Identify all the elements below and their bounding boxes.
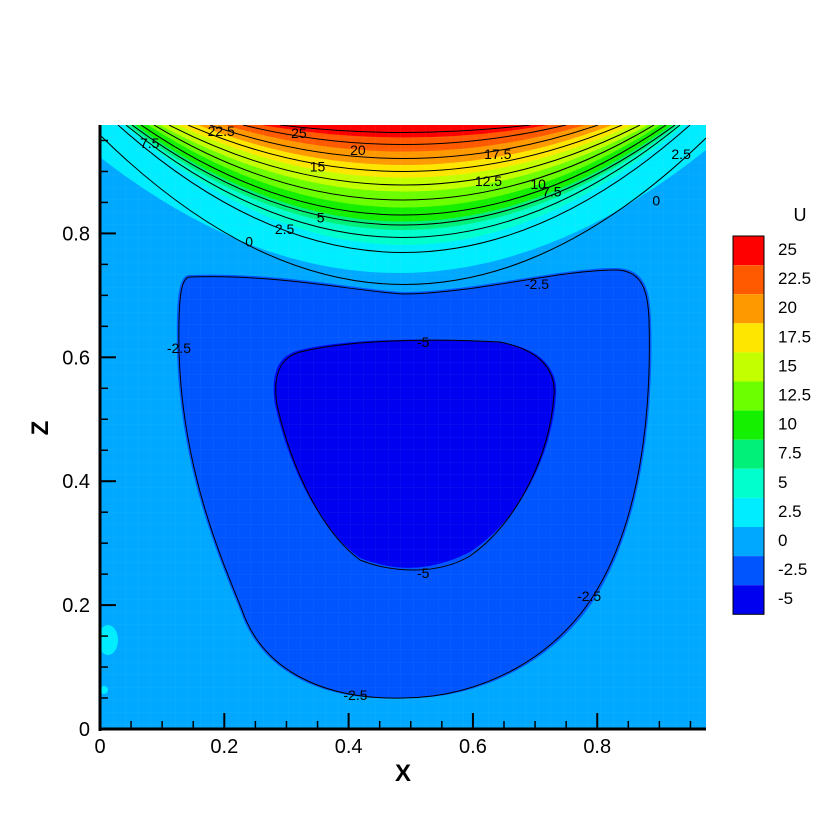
contour-lines: [101, 125, 706, 699]
legend-swatch: [733, 527, 764, 557]
legend-label: 7.5: [778, 444, 802, 463]
contour-line-minus-5: [275, 339, 555, 571]
contour-label: 25: [291, 125, 307, 141]
contour-line-17.5: [187, 125, 623, 172]
contour-label: -2.5: [577, 588, 601, 604]
x-ticks: 0 0.2 0.4 0.6 0.8: [94, 713, 692, 758]
legend-swatch: [733, 497, 764, 527]
contour-label: 17.5: [484, 146, 511, 162]
x-tick-label: 0.6: [459, 736, 487, 758]
x-axis-title: X: [395, 760, 411, 787]
x-tick-label: 0.2: [210, 736, 238, 758]
contour-label: 2.5: [275, 221, 295, 237]
contour-label: -5: [417, 565, 430, 581]
y-tick-label: 0.6: [62, 347, 90, 369]
contour-label: -2.5: [167, 340, 191, 356]
contour-label: -5: [417, 334, 430, 350]
contour-line-12.5: [153, 125, 655, 201]
legend-swatches: 25 22.5 20 17.5 15 12.5 10 7.5 5 2.5 0 -2.5 -5: [732, 235, 811, 615]
contour-line-7.5: [131, 125, 676, 226]
y-tick-label: 0: [79, 719, 90, 741]
contour-label: 7.5: [542, 183, 562, 199]
contour-line-25: [279, 125, 531, 133]
contour-label: 20: [350, 142, 366, 158]
legend: U 25 22.5 20 17.5 15 12.5 10 7.5 5 2.5 0 -2.5 -5: [732, 205, 811, 615]
contour-label: -2.5: [525, 276, 549, 292]
contour-label: 22.5: [208, 123, 235, 139]
contour-label: 2.5: [671, 146, 691, 162]
contour-line-15: [168, 125, 641, 186]
axes: [98, 125, 706, 731]
plot-area: [101, 125, 706, 729]
contour-label: 7.5: [140, 135, 160, 151]
contour-label: 0: [245, 233, 253, 249]
contour-line-0: [101, 135, 706, 285]
legend-frame: [732, 235, 765, 615]
contour-line-minus-2.5: [178, 269, 650, 699]
contour-label: 10: [530, 176, 546, 192]
contour-line-20: [209, 125, 599, 159]
legend-swatch: [733, 556, 764, 586]
legend-swatch: [733, 585, 764, 615]
legend-label: 2.5: [778, 502, 802, 521]
legend-swatch: [733, 236, 764, 266]
x-tick-label: 0.8: [583, 736, 611, 758]
legend-label: 15: [778, 356, 797, 375]
legend-label: -5: [778, 589, 793, 608]
y-ticks: 0 0.2 0.4 0.6 0.8: [62, 139, 116, 741]
legend-swatch: [733, 323, 764, 353]
legend-swatch: [733, 468, 764, 498]
y-tick-label: 0.4: [62, 471, 90, 493]
legend-label: -2.5: [778, 560, 807, 579]
x-tick-label: 0.4: [335, 736, 363, 758]
fine-grid: [101, 125, 706, 729]
legend-swatch: [733, 381, 764, 411]
legend-label: 17.5: [778, 327, 811, 346]
legend-label: 0: [778, 531, 787, 550]
legend-label: 20: [778, 298, 797, 317]
legend-label: 5: [778, 473, 787, 492]
legend-title: U: [794, 205, 807, 225]
contour-label: 0: [652, 193, 660, 209]
contour-label: 12.5: [475, 173, 502, 189]
contour-label: 5: [317, 209, 325, 225]
legend-swatch: [733, 439, 764, 469]
legend-swatch: [733, 410, 764, 440]
legend-label: 10: [778, 415, 797, 434]
legend-label: 12.5: [778, 386, 811, 405]
contour-label: 15: [310, 159, 326, 175]
legend-swatch: [733, 265, 764, 295]
legend-label: 22.5: [778, 269, 811, 288]
y-tick-label: 0.2: [62, 595, 90, 617]
contour-label: -2.5: [343, 687, 367, 703]
x-tick-label: 0: [94, 736, 105, 758]
contour-line-10: [140, 125, 667, 216]
legend-swatch: [733, 294, 764, 324]
contour-line-5: [125, 125, 681, 238]
y-axis-title: Z: [27, 421, 54, 436]
contour-line-2.5: [117, 125, 691, 253]
y-tick-label: 0.8: [62, 223, 90, 245]
contour-line-22.5: [242, 125, 567, 145]
legend-label: 25: [778, 240, 797, 259]
legend-swatch: [733, 352, 764, 382]
